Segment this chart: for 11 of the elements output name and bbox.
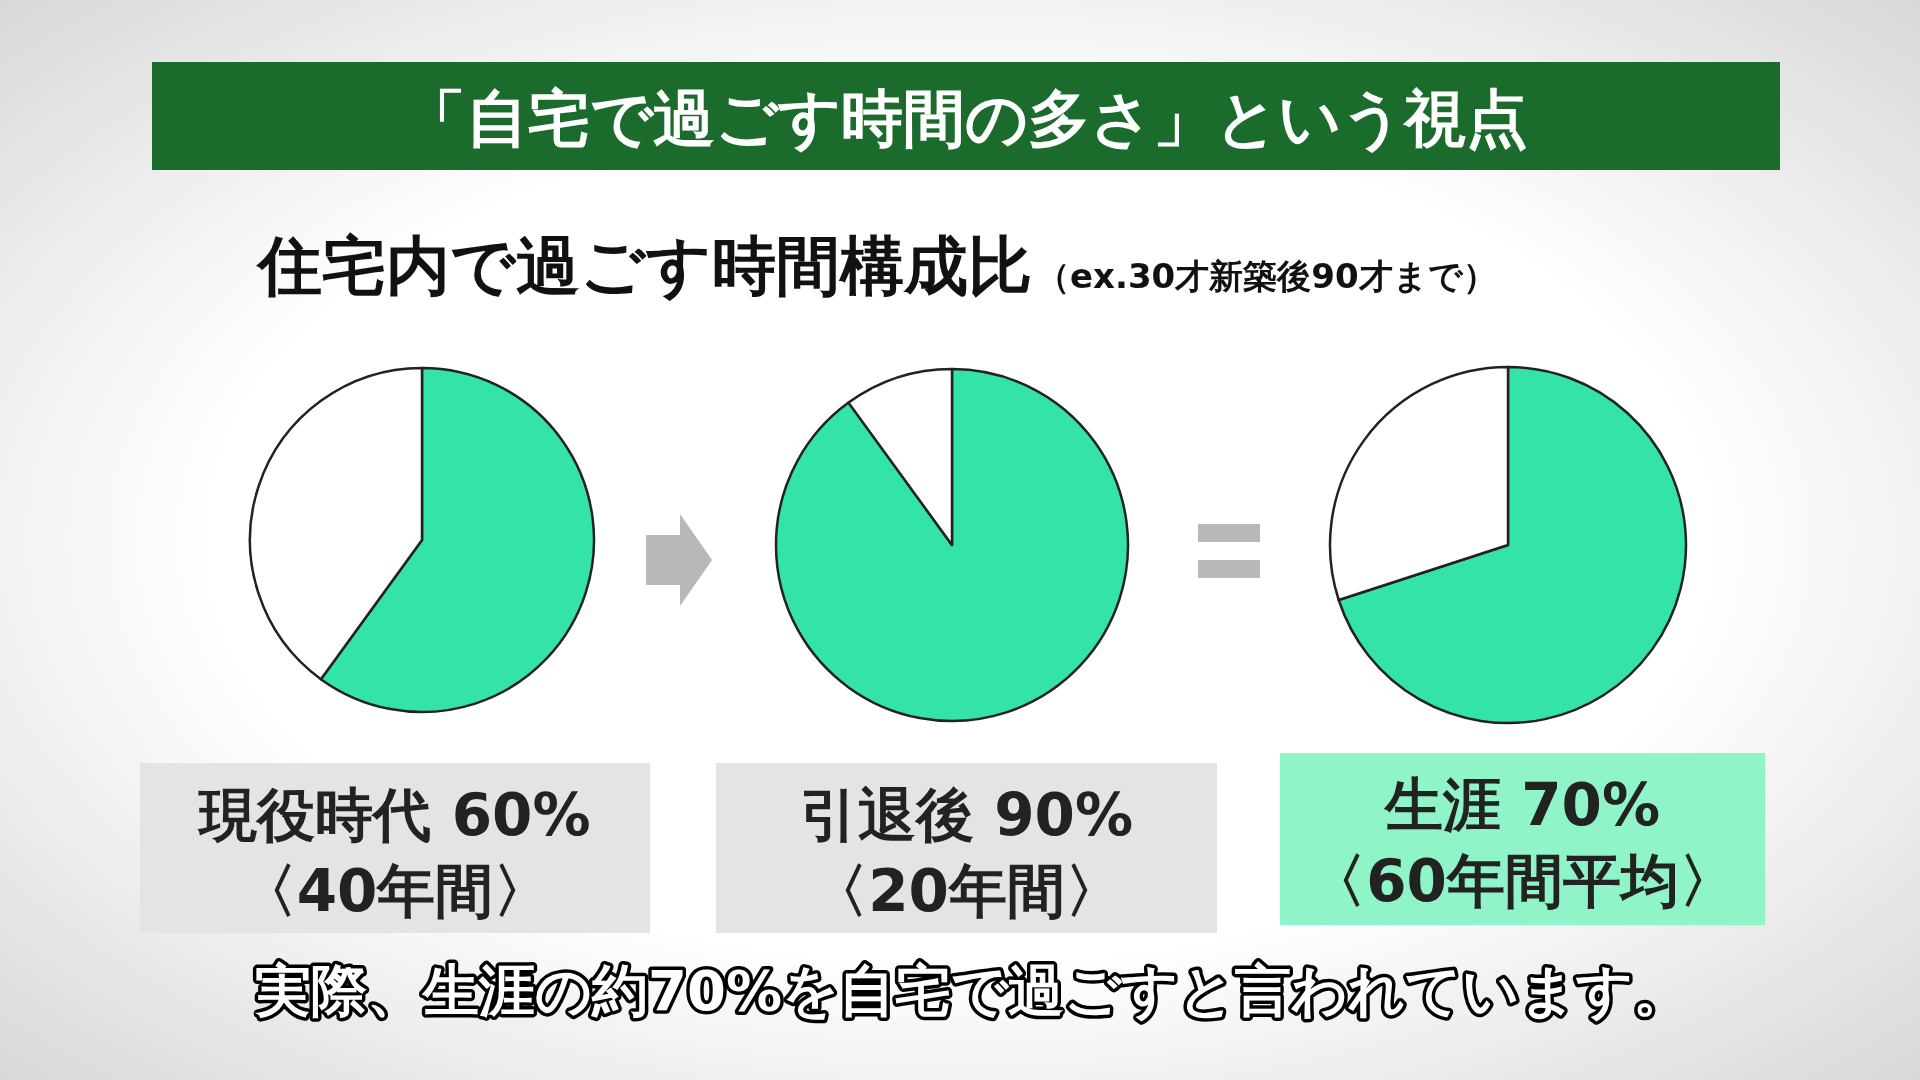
text: 〈60年間平均〉 [1308,847,1737,915]
text: 生涯 70% [1382,771,1661,839]
text: 〈20年間〉 [810,857,1123,925]
pie-slice [774,367,1130,722]
text: 実際、生涯の約70%を自宅で過ごすと言われています。 [253,958,1690,1023]
text: （ex.30才新築後90才まで） [1036,256,1497,296]
text: 引退後 90% [799,781,1134,849]
text: 現役時代 60% [197,781,591,849]
text: 〈40年間〉 [238,857,552,925]
text: 「自宅で過ごす時間の多さ」という視点 [404,82,1528,155]
text: 住宅内で過ごす時間構成比 [255,229,1032,303]
